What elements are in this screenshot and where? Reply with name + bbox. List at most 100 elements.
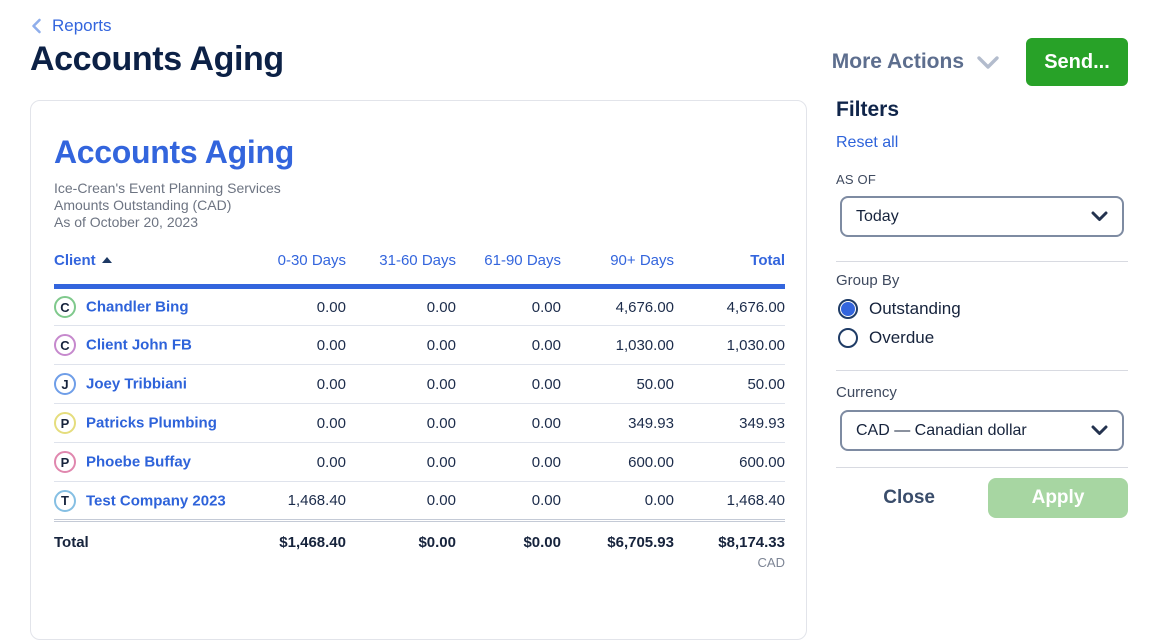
total-amount: $1,468.40 (236, 519, 346, 554)
table-row: T Test Company 2023 1,468.40 0.00 0.00 0.00 1,… (54, 482, 785, 521)
avatar: P (54, 451, 76, 473)
currency-select[interactable]: CAD — Canadian dollar (840, 410, 1124, 451)
page-title: Accounts Aging (30, 40, 284, 78)
report-as-of: As of October 20, 2023 (54, 214, 198, 230)
client-link[interactable]: Phoebe Buffay (86, 453, 192, 471)
table-row: C Client John FB 0.00 0.00 0.00 1,030.00 1,030… (54, 325, 785, 365)
filters-heading: Filters (836, 98, 900, 121)
send-button[interactable]: Send... (1026, 38, 1128, 86)
client-link[interactable]: Joey Tribbiani (86, 375, 187, 393)
filters-panel: Filters Reset all AS OF Today Group By O… (836, 98, 1128, 518)
column-header-total[interactable]: Total (674, 252, 785, 289)
column-header-0-30-days[interactable]: 0-30 Days (236, 252, 346, 289)
column-header-client[interactable]: Client (54, 252, 236, 289)
reset-all-link[interactable]: Reset all (836, 134, 899, 151)
divider (836, 261, 1128, 262)
client-link[interactable]: Client John FB (86, 336, 192, 354)
radio-label: Outstanding (869, 299, 961, 318)
client-cell: P Patricks Plumbing (54, 403, 236, 443)
aging-amount: 1,468.40 (726, 492, 785, 509)
total-amount: $8,174.33 (674, 519, 785, 554)
currency-value: CAD — Canadian dollar (856, 421, 1027, 439)
table-row: P Phoebe Buffay 0.00 0.00 0.00 600.00 600.00 (54, 442, 785, 482)
more-actions-button[interactable]: More Actions (832, 50, 1000, 74)
aging-amount: 0.00 (346, 403, 456, 443)
divider (836, 370, 1128, 371)
group-by-label: Group By (836, 272, 900, 289)
top-actions: More Actions Send... (832, 38, 1128, 86)
total-amount: $6,705.93 (561, 519, 674, 554)
client-cell: J Joey Tribbiani (54, 364, 236, 404)
breadcrumb-reports[interactable]: Reports (30, 16, 112, 36)
column-header-61-90-days[interactable]: 61-90 Days (456, 252, 561, 289)
table-row: J Joey Tribbiani 0.00 0.00 0.00 50.00 50.00 (54, 364, 785, 404)
as-of-value: Today (856, 207, 899, 225)
client-rows: C Chandler Bing 0.00 0.00 0.00 4,676.00 4,676.… (54, 286, 785, 521)
aging-amount: 0.00 (236, 286, 346, 326)
client-cell: T Test Company 2023 (54, 482, 236, 521)
aging-amount: 1,030.00 (674, 325, 785, 365)
group-by-options: Outstanding Overdue (836, 299, 1128, 348)
aging-amount: 0.00 (456, 325, 561, 365)
aging-amount: 0.00 (644, 492, 674, 509)
avatar: C (54, 296, 76, 318)
table-row: C Chandler Bing 0.00 0.00 0.00 4,676.00 4,676.… (54, 286, 785, 326)
currency-row: CAD (54, 554, 785, 584)
client-cell: C Client John FB (54, 325, 236, 365)
aging-amount: 0.00 (456, 364, 561, 404)
column-header-31-60-days[interactable]: 31-60 Days (346, 252, 456, 289)
aging-amount-link[interactable]: 1,030.00 (561, 325, 674, 365)
aging-amount: 600.00 (674, 442, 785, 482)
report-card: Accounts Aging Ice-Crean's Event Plannin… (30, 100, 807, 640)
client-link[interactable]: Patricks Plumbing (86, 414, 217, 432)
aging-amount: 0.00 (456, 403, 561, 443)
aging-amount: 0.00 (236, 403, 346, 443)
total-amount: $0.00 (346, 519, 456, 554)
chevron-down-icon (1091, 211, 1108, 221)
as-of-select[interactable]: Today (840, 196, 1124, 237)
chevron-left-icon (32, 18, 41, 34)
aging-amount-link[interactable]: 600.00 (561, 442, 674, 482)
aging-amount: 0.00 (346, 364, 456, 404)
avatar: C (54, 334, 76, 356)
aging-table: Client 0-30 Days 31-60 Days 61-90 Days 90+ D… (54, 252, 785, 584)
radio-option-overdue[interactable]: Overdue (838, 328, 1128, 348)
column-header-label: Client (54, 252, 96, 269)
chevron-down-icon (977, 55, 999, 69)
as-of-label: AS OF (836, 172, 877, 187)
aging-amount-link[interactable]: 4,676.00 (561, 286, 674, 326)
aging-amount: 4,676.00 (674, 286, 785, 326)
apply-button[interactable]: Apply (988, 478, 1128, 518)
close-button[interactable]: Close (883, 487, 935, 508)
report-subtitle: Amounts Outstanding (CAD) (54, 197, 232, 213)
aging-amount: 50.00 (674, 364, 785, 404)
client-link[interactable]: Chandler Bing (86, 298, 189, 316)
sort-ascending-icon (101, 257, 112, 263)
aging-amount-link[interactable]: 349.93 (561, 403, 674, 443)
aging-amount: 0.00 (236, 325, 346, 365)
aging-amount-link[interactable]: 50.00 (561, 364, 674, 404)
aging-amount-link[interactable]: 1,468.40 (287, 492, 346, 509)
client-cell: C Chandler Bing (54, 286, 236, 326)
column-header-90-days[interactable]: 90+ Days (561, 252, 674, 289)
total-currency: CAD (757, 555, 785, 570)
aging-amount: 0.00 (531, 492, 561, 509)
aging-amount: 0.00 (426, 492, 456, 509)
avatar: T (54, 489, 76, 512)
chevron-down-icon (1091, 425, 1108, 435)
report-company: Ice-Crean's Event Planning Services (54, 180, 281, 196)
aging-amount: 0.00 (346, 325, 456, 365)
total-amount: $0.00 (456, 519, 561, 554)
avatar: P (54, 412, 76, 434)
table-row: P Patricks Plumbing 0.00 0.00 0.00 349.93 349.… (54, 403, 785, 443)
report-meta: Ice-Crean's Event Planning Services Amou… (54, 180, 784, 231)
filter-actions: Close Apply (836, 478, 1128, 518)
client-cell: P Phoebe Buffay (54, 442, 236, 482)
total-label: Total (54, 519, 236, 554)
client-link[interactable]: Test Company 2023 (86, 492, 226, 509)
radio-unselected-icon (838, 328, 858, 348)
total-row: Total $1,468.40 $0.00 $0.00 $6,705.93 $8,174.… (54, 519, 785, 554)
aging-amount: 0.00 (346, 286, 456, 326)
radio-option-outstanding[interactable]: Outstanding (838, 299, 1128, 319)
aging-amount: 349.93 (674, 403, 785, 443)
